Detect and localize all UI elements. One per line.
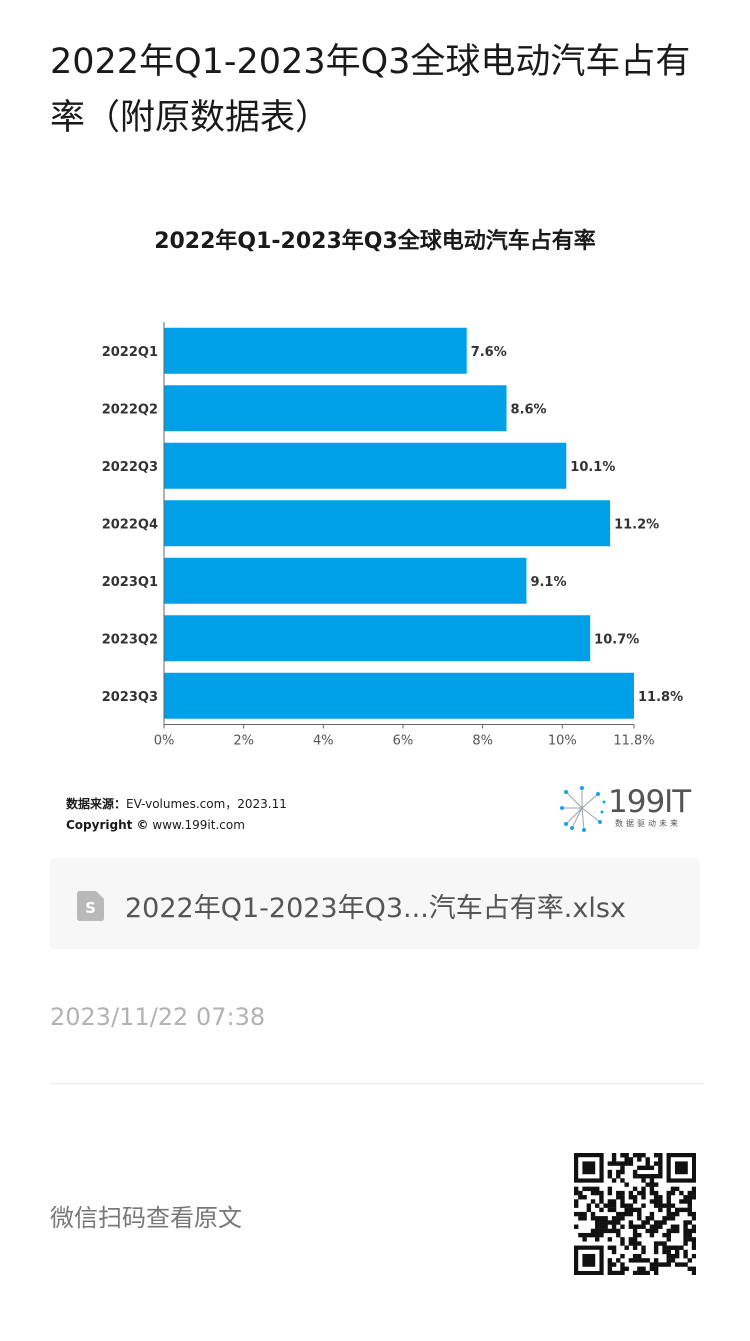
brand-tagline: 数据驱动未来 [615, 819, 681, 828]
bar [164, 615, 591, 662]
copyright-text: www.199it.com [152, 818, 245, 832]
x-tick-label: 11.8% [613, 734, 654, 749]
value-label: 10.1% [570, 460, 615, 475]
value-label: 10.7% [594, 632, 639, 647]
category-label: 2023Q3 [102, 690, 158, 705]
value-label: 11.8% [638, 690, 683, 705]
x-tick-label: 0% [154, 734, 175, 749]
x-tick-label: 4% [313, 734, 334, 749]
bar-chart: 2022年Q1-2023年Q3全球电动汽车占有率 2022Q1 7.6%2022Q… [102, 228, 683, 749]
bar [164, 385, 507, 432]
plot-area: 2022Q1 7.6% 2022Q2 8.6% 2022Q3 10.1% 2022Q4 11.… [102, 322, 683, 749]
chart-image[interactable]: 2022年Q1-2023年Q3全球电动汽车占有率 2022Q1 7.6% 2022Q… [50, 200, 700, 840]
value-label: 11.2% [614, 517, 659, 532]
wechat-scan-hint: 微信扫码查看原文 [50, 1204, 242, 1232]
category-label: 2022Q2 [102, 402, 158, 417]
divider [50, 1083, 704, 1084]
category-label: 2023Q2 [102, 632, 158, 647]
spreadsheet-file-icon: S [77, 891, 104, 921]
brand-dandelion-icon [560, 786, 606, 832]
category-label: 2023Q1 [102, 575, 158, 590]
x-tick-label: 6% [393, 734, 414, 749]
svg-text:S: S [85, 899, 96, 917]
bar [164, 500, 611, 547]
source-text: EV-volumes.com，2023.11 [126, 797, 287, 811]
source-line: 数据来源：EV-volumes.com，2023.11 [66, 794, 287, 815]
bar [164, 327, 467, 374]
value-label: 9.1% [530, 575, 566, 590]
qr-code[interactable] [574, 1153, 696, 1275]
x-tick-label: 10% [548, 734, 577, 749]
value-label: 7.6% [471, 345, 507, 360]
source-label: 数据来源： [66, 797, 127, 811]
category-label: 2022Q3 [102, 460, 158, 475]
brand-name: 199IT [608, 784, 691, 820]
bar [164, 672, 634, 719]
brand-logo: 199IT 数据驱动未来 [558, 782, 694, 834]
category-label: 2022Q1 [102, 345, 158, 360]
publish-time: 2023/11/22 07:38 [50, 1003, 266, 1031]
copyright-label: Copyright © [66, 818, 149, 832]
category-label: 2022Q4 [102, 517, 158, 532]
bar [164, 557, 527, 604]
article-title: 2022年Q1-2023年Q3全球电动汽车占有率（附原数据表） [50, 42, 691, 138]
attachment-card[interactable]: S 2022年Q1-2023年Q3...汽车占有率.xlsx [50, 858, 700, 949]
value-label: 8.6% [511, 402, 547, 417]
chart-source: 数据来源：EV-volumes.com，2023.11 Copyright © … [66, 794, 287, 836]
attachment-file-name[interactable]: 2022年Q1-2023年Q3...汽车占有率.xlsx [125, 893, 626, 924]
x-tick-label: 8% [472, 734, 493, 749]
x-tick-label: 2% [233, 734, 254, 749]
chart-title: 2022年Q1-2023年Q3全球电动汽车占有率 [154, 228, 596, 254]
copyright-line: Copyright © www.199it.com [66, 815, 287, 836]
bar [164, 442, 567, 489]
